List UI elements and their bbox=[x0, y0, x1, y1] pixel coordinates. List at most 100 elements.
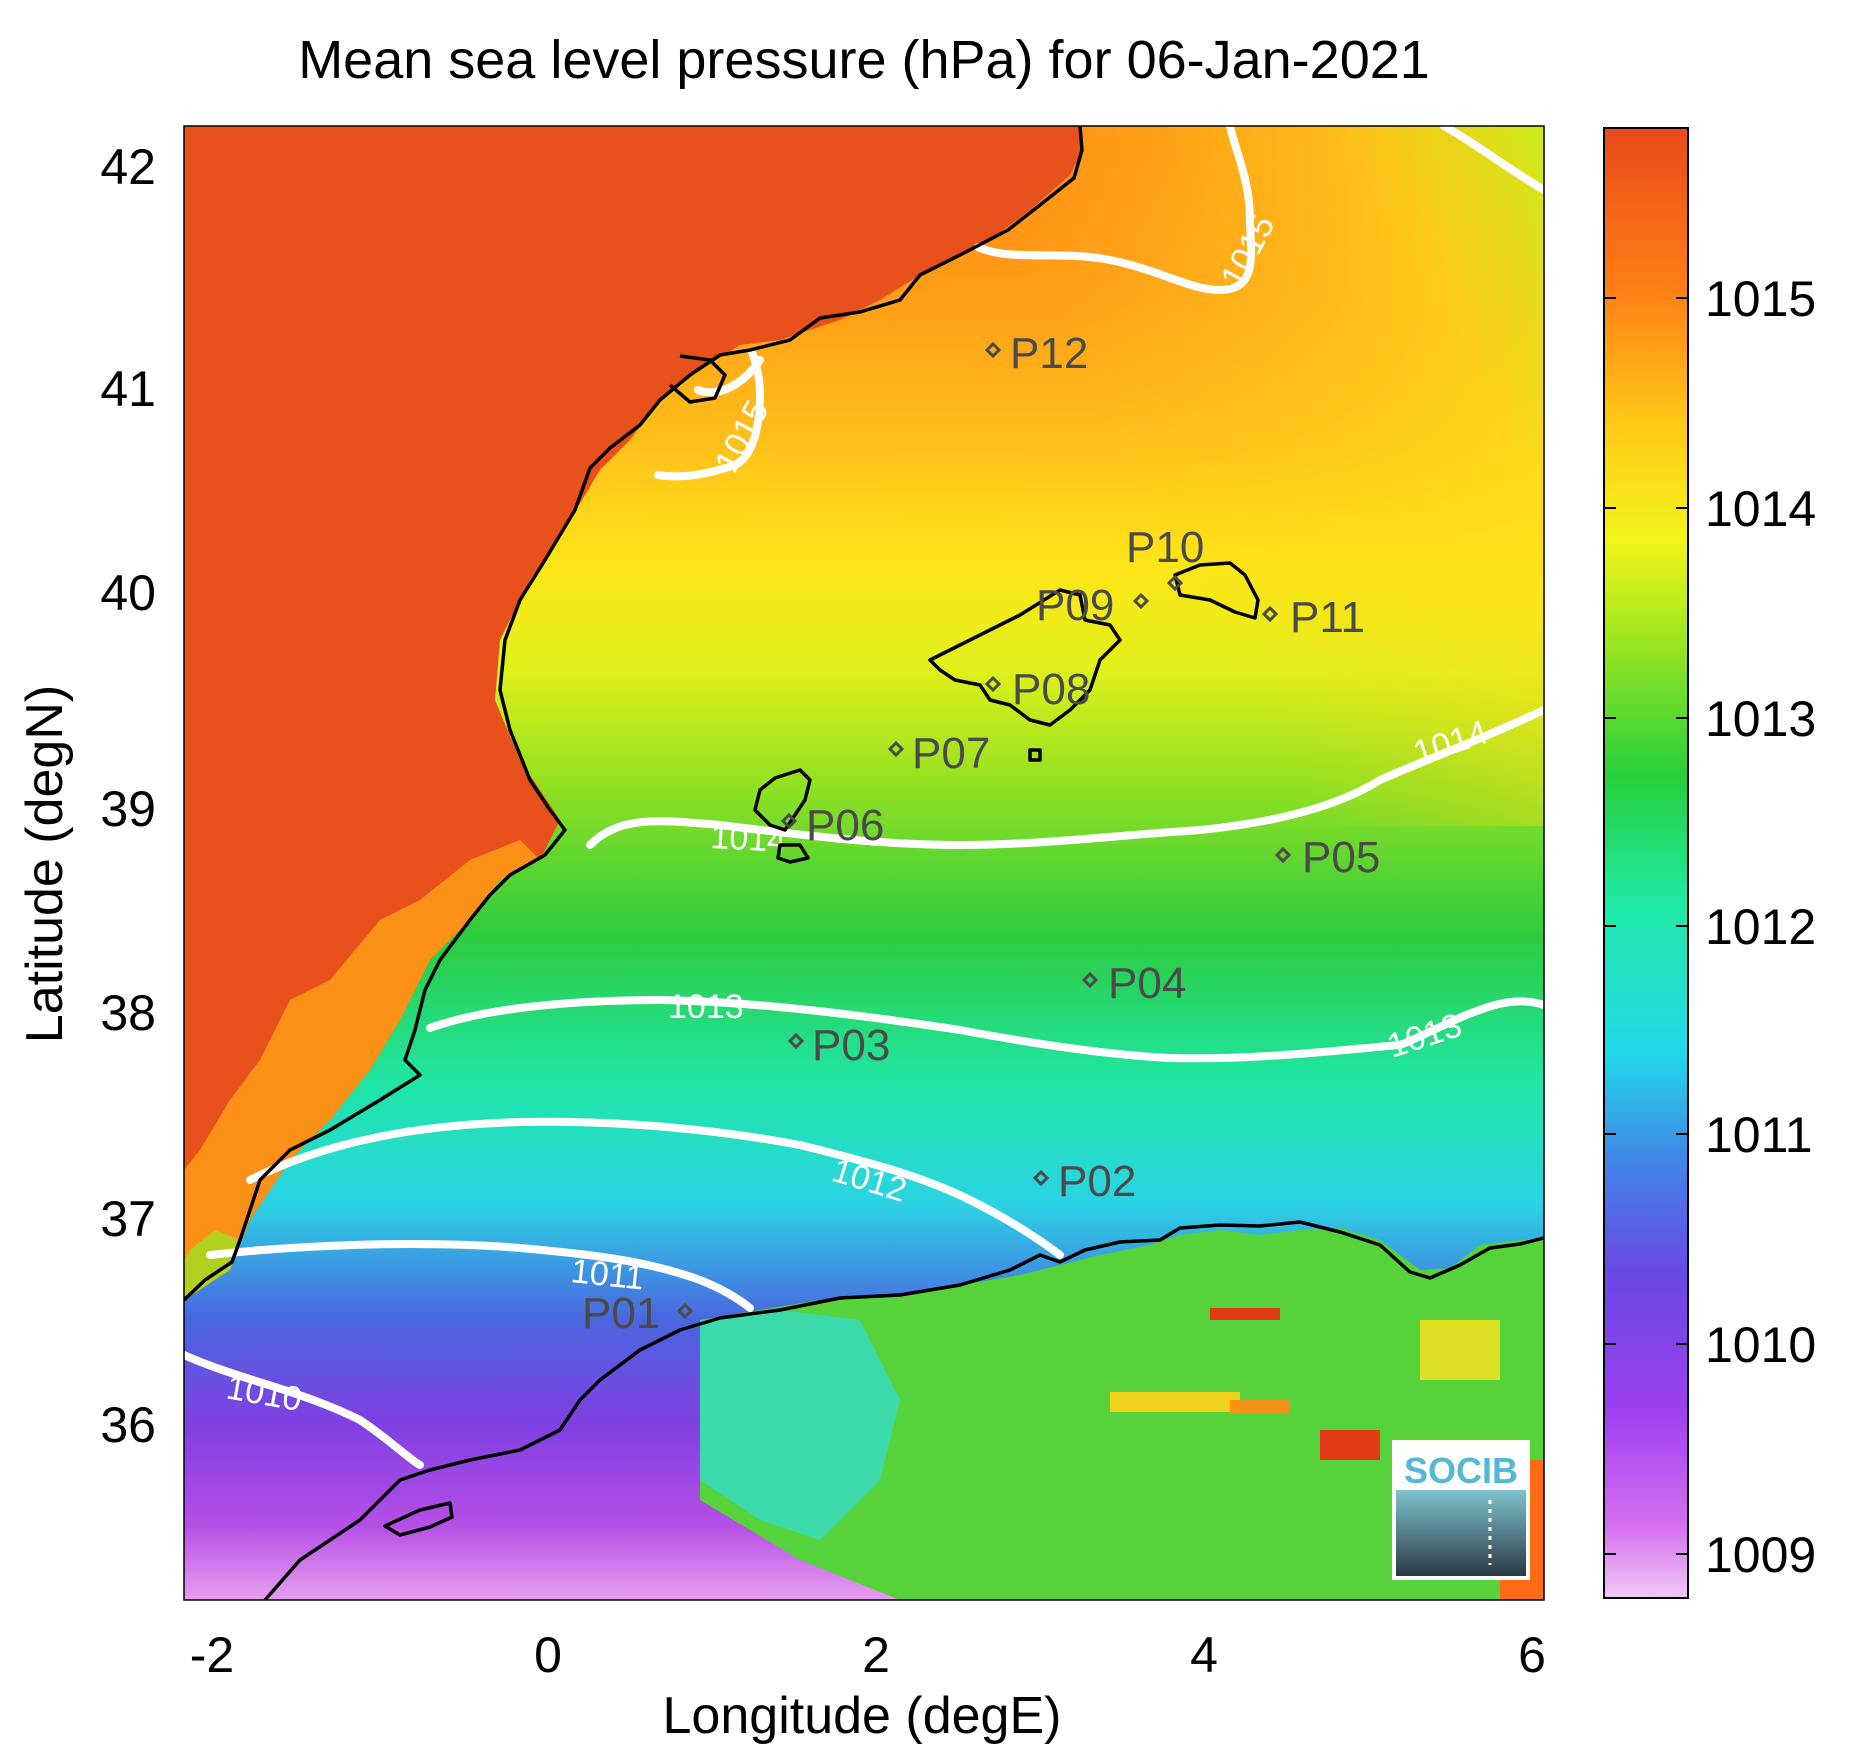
y-tick-label: 39 bbox=[100, 781, 156, 837]
pressure-contours bbox=[184, 126, 1544, 1469]
station-p11: P11 bbox=[1261, 593, 1365, 642]
station-p05: P05 bbox=[1274, 833, 1380, 882]
station-p04: P04 bbox=[1081, 959, 1186, 1008]
station-marker-p03 bbox=[787, 1032, 805, 1050]
iberia-land-fringe-green bbox=[184, 1230, 240, 1300]
colorbar-tick-label: 1010 bbox=[1705, 1317, 1816, 1373]
y-tick-label: 37 bbox=[100, 1191, 156, 1247]
station-p03: P03 bbox=[787, 1021, 890, 1070]
x-tick-label: 4 bbox=[1190, 1627, 1218, 1683]
x-tick-label: 2 bbox=[862, 1627, 890, 1683]
station-p10: P10 bbox=[1126, 523, 1204, 592]
contour-label-1014-a: 1014 bbox=[710, 818, 788, 860]
y-tick-label: 42 bbox=[100, 139, 156, 195]
station-p08: P08 bbox=[984, 665, 1090, 714]
station-marker-p10 bbox=[1166, 574, 1184, 592]
station-marker-p06 bbox=[780, 812, 798, 830]
contour-1015-c bbox=[1440, 126, 1544, 194]
formentera-coastline bbox=[776, 843, 810, 864]
contour-1015-b bbox=[654, 348, 764, 481]
colorbar-gradient bbox=[1603, 127, 1689, 1599]
station-marker-p09 bbox=[1132, 592, 1150, 610]
station-label-p08: P08 bbox=[1012, 665, 1090, 714]
station-marker-p12 bbox=[984, 341, 1002, 359]
colorbar-tick-label: 1014 bbox=[1705, 481, 1816, 537]
contour-1014-b bbox=[1376, 706, 1544, 784]
station-label-p09: P09 bbox=[1036, 581, 1114, 630]
colorbar-tick-label: 1015 bbox=[1705, 271, 1816, 327]
x-tick-label: 0 bbox=[534, 1627, 562, 1683]
plot-area: 1010 1011 1012 1013 1013 1014 1014 1015 … bbox=[184, 126, 1544, 1600]
iberia-land bbox=[184, 126, 1082, 1300]
station-marker-p07 bbox=[887, 740, 905, 758]
x-axis: -2 0 2 4 6 Longitude (degE) bbox=[190, 1627, 1546, 1745]
x-tick-label: -2 bbox=[190, 1627, 234, 1683]
northeast-pressure-gradient bbox=[900, 126, 1544, 826]
socib-logo: SOCIB bbox=[1392, 1440, 1530, 1580]
y-tick-label: 38 bbox=[100, 985, 156, 1041]
africa-land-cyan-patch bbox=[700, 1310, 900, 1540]
menorca-coastline bbox=[1173, 561, 1260, 620]
station-marker-p05 bbox=[1274, 846, 1292, 864]
colorbar-tick-label: 1011 bbox=[1705, 1107, 1813, 1163]
stations: P01 P02 P03 P04 P05 P06 bbox=[582, 329, 1380, 1338]
station-label-p11: P11 bbox=[1290, 593, 1365, 642]
station-marker-p02 bbox=[1032, 1169, 1050, 1187]
station-p09: P09 bbox=[1036, 581, 1150, 630]
socib-logo-text: SOCIB bbox=[1404, 1450, 1518, 1491]
contour-1012 bbox=[246, 1117, 1064, 1259]
contour-1015-d bbox=[694, 356, 764, 397]
y-tick-label: 40 bbox=[100, 565, 156, 621]
station-label-p06: P06 bbox=[806, 801, 884, 850]
colorbar-tick-label: 1012 bbox=[1705, 899, 1816, 955]
colorbar-tick-label: 1013 bbox=[1705, 691, 1816, 747]
station-p01: P01 bbox=[582, 1289, 694, 1338]
contour-1015-a bbox=[974, 126, 1256, 294]
contour-1011 bbox=[206, 1240, 754, 1312]
station-marker-p04 bbox=[1081, 971, 1099, 989]
iberia-coastline bbox=[184, 126, 1084, 1302]
station-label-p01: P01 bbox=[582, 1289, 660, 1338]
contour-1014-a bbox=[586, 776, 1384, 849]
station-label-p12: P12 bbox=[1010, 329, 1088, 378]
contour-1013-a bbox=[426, 996, 1404, 1063]
station-label-p05: P05 bbox=[1302, 833, 1380, 882]
ibiza-coastline bbox=[753, 768, 812, 832]
y-axis-title: Latitude (degN) bbox=[16, 685, 74, 1043]
station-label-p07: P07 bbox=[912, 729, 990, 778]
colorbar-ticks bbox=[1604, 297, 1688, 1555]
station-marker-p08 bbox=[984, 675, 1002, 693]
contour-label-1011: 1011 bbox=[569, 1252, 646, 1297]
figure-title: Mean sea level pressure (hPa) for 06-Jan… bbox=[298, 30, 1430, 90]
colorbar: 1009 1010 1011 1012 1013 1014 1015 bbox=[1603, 127, 1816, 1599]
y-tick-label: 41 bbox=[100, 361, 156, 417]
station-p02: P02 bbox=[1032, 1157, 1136, 1206]
station-p06: P06 bbox=[780, 801, 884, 850]
x-axis-title: Longitude (degE) bbox=[663, 1687, 1062, 1745]
africa-coastline bbox=[263, 1220, 1544, 1600]
contour-1013-b bbox=[1396, 997, 1544, 1049]
station-label-p10: P10 bbox=[1126, 523, 1204, 572]
station-marker-p11 bbox=[1261, 605, 1279, 623]
contour-label-1013-a: 1013 bbox=[668, 988, 744, 1026]
alboran-island-coastline bbox=[383, 1501, 454, 1537]
station-p07: P07 bbox=[887, 729, 990, 778]
africa-land bbox=[700, 1228, 1544, 1600]
cabrera-coastline bbox=[1028, 748, 1042, 762]
iberia-land-fringe bbox=[184, 840, 540, 1300]
plot-frame bbox=[183, 125, 1545, 1601]
station-label-p02: P02 bbox=[1058, 1157, 1136, 1206]
y-tick-label: 36 bbox=[100, 1397, 156, 1453]
y-axis: 36 37 38 39 40 41 42 Latitude (degN) bbox=[16, 139, 156, 1453]
contour-1010 bbox=[184, 1351, 424, 1469]
x-tick-label: 6 bbox=[1518, 1627, 1546, 1683]
station-label-p04: P04 bbox=[1108, 959, 1186, 1008]
mallorca-coastline bbox=[928, 588, 1122, 727]
station-label-p03: P03 bbox=[812, 1021, 890, 1070]
ebro-delta-coastline bbox=[668, 354, 727, 404]
coastlines bbox=[184, 126, 1544, 1600]
colorbar-tick-label: 1009 bbox=[1705, 1527, 1816, 1583]
station-p12: P12 bbox=[984, 329, 1088, 378]
station-marker-p01 bbox=[676, 1302, 694, 1320]
